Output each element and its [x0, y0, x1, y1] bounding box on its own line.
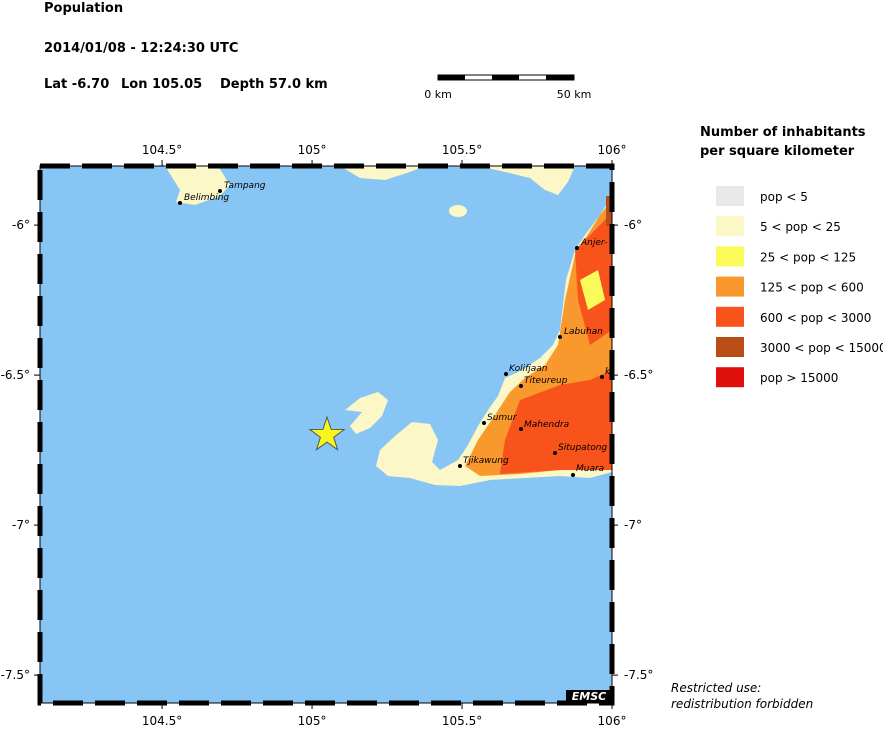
- lon-tick-label: 105.5°: [442, 714, 482, 727]
- lat-tick-label: -6°: [12, 218, 30, 232]
- legend-title: Number of inhabitants: [700, 125, 866, 140]
- legend-swatch: [716, 276, 744, 297]
- density: [465, 196, 612, 476]
- place: Kolifjaan: [509, 364, 548, 374]
- lat-tick-label: -6°: [624, 218, 642, 232]
- legend-swatch: [716, 186, 744, 206]
- place: Labuhan: [564, 327, 603, 337]
- legend-label: 125 < pop < 600: [760, 281, 864, 295]
- legend-label: pop < 5: [760, 190, 808, 204]
- lat-tick-label: -7.5°: [1, 668, 30, 682]
- lat-tick-label: -7°: [624, 518, 642, 532]
- lat-tick-label: -6.5°: [1, 368, 30, 382]
- scale-bar: [437, 74, 575, 81]
- legend-label: pop > 15000: [760, 371, 838, 385]
- place: Belimbing: [184, 193, 229, 203]
- legend-swatch: [716, 306, 744, 327]
- lon-tick-label: 104.5°: [142, 714, 182, 727]
- place: Situpatong: [558, 443, 607, 453]
- footer: redistribution forbidden: [671, 697, 813, 711]
- place: Titeureup: [524, 376, 568, 386]
- legend-swatch: [716, 246, 744, 267]
- legend-swatch: [716, 216, 744, 237]
- footer: Restricted use:: [671, 681, 761, 695]
- lon-tick-label: 105°: [298, 714, 327, 727]
- lon-tick-label: 105.5°: [442, 143, 482, 157]
- frame-ticks: [37, 163, 615, 706]
- lon-tick-label: 106°: [598, 143, 627, 157]
- legend-label: 5 < pop < 25: [760, 220, 841, 234]
- legend-swatch: [716, 337, 744, 357]
- lon-tick-label: 105°: [298, 143, 327, 157]
- lon: Lon 105.05: [121, 77, 202, 92]
- scale-end: 50 km: [557, 88, 592, 101]
- epicenter: [308, 415, 346, 451]
- scale-start: 0 km: [424, 88, 452, 101]
- lat: Lat -6.70: [44, 77, 109, 92]
- lat-tick-label: -6.5°: [624, 368, 653, 382]
- legend-label: 600 < pop < 3000: [760, 311, 871, 325]
- legend-label: 3000 < pop < 15000: [760, 341, 883, 355]
- badge-bg: [566, 690, 612, 703]
- lon-tick-label: 106°: [598, 714, 627, 727]
- lat-tick-label: -7°: [12, 518, 30, 532]
- place: Anjer-: [580, 238, 607, 248]
- legend-label: 25 < pop < 125: [760, 250, 856, 264]
- place: Sumur: [487, 413, 518, 423]
- place: Mahendra: [524, 420, 569, 430]
- place: Muara: [576, 464, 604, 474]
- datetime: 2014/01/08 - 12:24:30 UTC: [44, 41, 238, 56]
- title: Population: [44, 1, 123, 16]
- legend-swatch: [716, 367, 744, 388]
- place: k: [605, 367, 611, 377]
- lat-tick-label: -7.5°: [624, 668, 653, 682]
- place-dots: [178, 189, 604, 477]
- legend-title: per square kilometer: [700, 144, 855, 159]
- depth: Depth 57.0 km: [220, 77, 328, 92]
- place: Tjikawung: [463, 456, 509, 466]
- badge: EMSC: [572, 690, 606, 703]
- lon-tick-label: 104.5°: [142, 143, 182, 157]
- place: Tampang: [224, 181, 266, 191]
